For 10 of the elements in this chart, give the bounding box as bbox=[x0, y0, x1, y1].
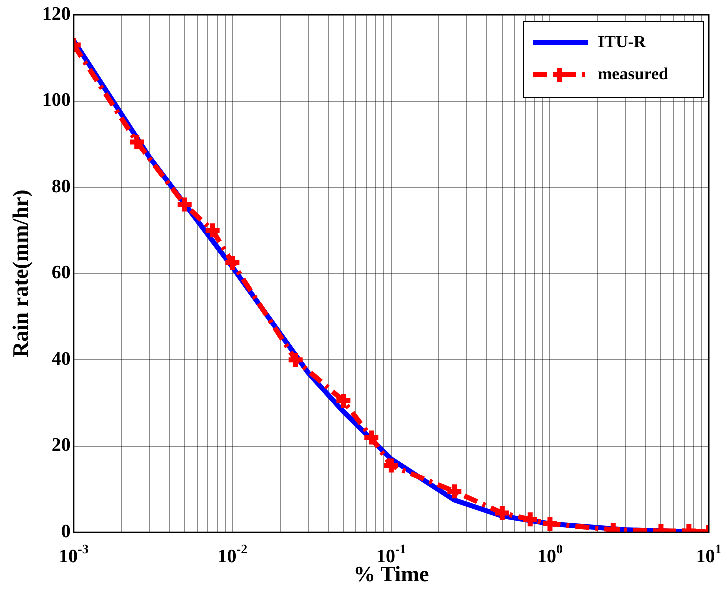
y-tick-label: 40 bbox=[52, 348, 71, 370]
legend-label: measured bbox=[598, 64, 670, 84]
y-axis-title: Rain rate(mm/hr) bbox=[8, 190, 33, 358]
legend-label: ITU-R bbox=[598, 32, 647, 52]
y-tick-label: 0 bbox=[61, 522, 71, 543]
y-tick-label: 60 bbox=[52, 262, 71, 284]
y-tick-label: 20 bbox=[52, 435, 71, 456]
y-tick-label: 80 bbox=[52, 176, 71, 198]
y-tick-label: 120 bbox=[42, 4, 71, 25]
y-tick-label: 100 bbox=[42, 90, 71, 112]
